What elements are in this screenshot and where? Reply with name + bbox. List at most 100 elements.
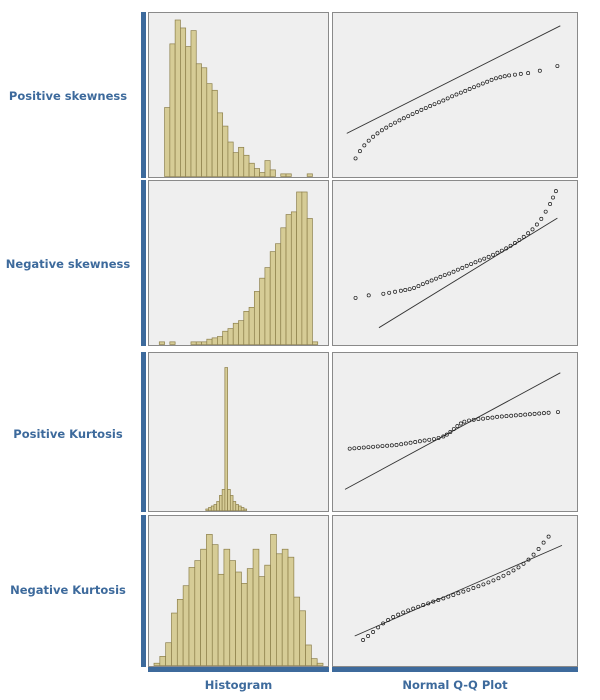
histogram-positive-skewness <box>148 12 329 178</box>
qq-point <box>531 552 536 557</box>
histogram-bar <box>238 320 245 345</box>
histogram-bar <box>243 154 250 177</box>
row-label-positive-skewness: Positive skewness <box>8 89 128 103</box>
qq-point <box>441 434 446 439</box>
histogram-bar <box>253 168 260 177</box>
qq-point <box>462 419 467 424</box>
row-accent-bar-positive-kurtosis <box>141 352 146 512</box>
qq-point <box>406 608 411 613</box>
qq-point <box>517 237 522 242</box>
qq-point <box>451 269 456 274</box>
qq-point <box>513 413 518 418</box>
histogram-bar <box>165 642 172 666</box>
qq-point <box>379 128 384 133</box>
qq-point <box>523 412 528 417</box>
qq-point <box>403 287 408 292</box>
qq-point <box>521 234 526 239</box>
histogram-bar <box>206 534 213 666</box>
qq-point <box>513 72 517 77</box>
histogram-bar <box>264 267 271 345</box>
qq-point <box>504 246 509 251</box>
qq-reference-line <box>346 25 561 134</box>
histogram-bar <box>243 310 250 345</box>
histogram-bar <box>188 567 196 666</box>
qq-point <box>415 110 419 114</box>
qq-point <box>416 284 421 289</box>
histogram-bar <box>174 19 181 177</box>
qq-plot-positive-skewness <box>332 12 578 178</box>
qq-point <box>375 444 380 449</box>
qq-point <box>455 267 460 272</box>
histogram-bar <box>301 191 308 345</box>
histogram-bar <box>264 564 271 666</box>
qq-point <box>376 625 381 630</box>
qq-point <box>436 435 441 440</box>
histogram-bar <box>227 489 231 511</box>
qq-point <box>366 293 371 298</box>
histogram-bar <box>238 505 242 511</box>
panel-frame <box>332 180 578 346</box>
histogram-bar <box>153 662 161 666</box>
qq-point <box>357 445 362 450</box>
qq-point <box>393 120 397 125</box>
qq-point <box>526 71 531 76</box>
qq-point <box>537 68 542 73</box>
qq-reference-line <box>378 217 558 329</box>
histogram-bar <box>269 169 276 177</box>
qq-plot-positive-kurtosis <box>332 352 578 512</box>
histogram-bar <box>264 160 271 177</box>
histogram-bar <box>194 560 201 666</box>
qq-point <box>429 278 434 283</box>
qq-point <box>491 252 495 257</box>
histogram-bar <box>246 568 254 666</box>
histogram-bar <box>280 173 287 177</box>
histogram-bar <box>211 544 219 666</box>
histogram-bar <box>190 341 197 345</box>
qq-point <box>401 116 406 121</box>
histogram-bar <box>269 251 276 345</box>
histogram-bar <box>259 172 266 177</box>
qq-point <box>431 437 436 441</box>
qq-point <box>448 430 453 434</box>
qq-point <box>485 415 490 420</box>
qq-point <box>371 444 376 449</box>
qq-point <box>506 571 511 576</box>
qq-point <box>502 74 507 79</box>
qq-point <box>388 123 393 127</box>
qq-point <box>480 81 485 86</box>
qq-point <box>481 582 486 587</box>
qq-point <box>491 578 496 583</box>
histogram-bar <box>253 291 260 345</box>
qq-point <box>504 414 509 419</box>
qq-point <box>467 87 472 91</box>
histogram-bar <box>216 501 220 511</box>
histogram-bar <box>210 505 215 511</box>
qq-point <box>481 416 486 421</box>
row-accent-bar-positive-skewness <box>141 12 146 178</box>
qq-point <box>389 443 394 448</box>
histogram-bar <box>285 173 292 177</box>
histogram-bar <box>259 277 266 345</box>
qq-point <box>398 288 403 293</box>
qq-point <box>393 289 397 294</box>
histogram-bar <box>280 227 287 345</box>
qq-point <box>537 411 542 416</box>
histogram-bar <box>159 656 167 666</box>
histogram-bar <box>190 30 197 177</box>
histogram-bar <box>232 322 239 345</box>
histogram-bar <box>287 556 295 666</box>
histogram-bar <box>312 341 319 345</box>
qq-point <box>366 445 371 450</box>
column-accent-bar-histogram <box>148 667 329 672</box>
qq-plot-negative-skewness <box>332 180 578 346</box>
qq-point <box>473 260 478 265</box>
qq-point <box>399 442 404 447</box>
qq-point <box>381 291 386 296</box>
qq-point <box>444 432 449 437</box>
qq-point <box>417 439 422 444</box>
qq-point <box>482 256 487 261</box>
histogram-bar <box>217 573 225 666</box>
histogram-bar <box>195 63 202 177</box>
histogram-bar <box>238 146 245 177</box>
histogram-bar <box>201 67 208 177</box>
